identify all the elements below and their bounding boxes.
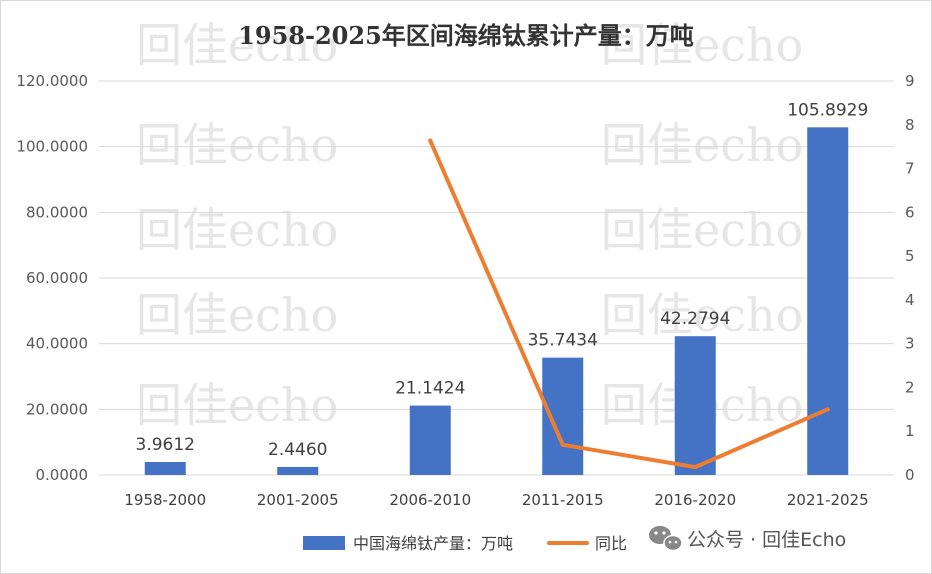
category-label: 2001-2005 [257,491,339,509]
right-axis: 0 1 2 3 4 5 6 7 8 9 [905,72,915,484]
bar [409,405,451,475]
bar-value-label: 105.8929 [787,100,868,120]
watermark-text: 回佳echo [136,288,338,342]
left-tick-label: 20.0000 [26,400,88,418]
bar-data-labels: 3.9612 2.4460 21.1424 35.7434 42.2794 105.892… [136,100,869,460]
watermark-text: 回佳echo [136,378,338,432]
right-tick-label: 9 [905,72,915,90]
watermark-text: 回佳echo [601,288,803,342]
line-point [560,442,565,447]
bar-series [144,127,849,476]
right-tick-label: 1 [905,422,915,440]
yoy-line [428,138,830,470]
left-tick-label: 100.0000 [16,138,88,156]
left-tick-label: 0.0000 [36,466,89,484]
right-tick-label: 0 [905,466,915,484]
category-label: 2006-2010 [389,491,471,509]
right-tick-label: 3 [905,335,915,353]
right-tick-label: 8 [905,116,915,134]
category-label: 2021-2025 [787,491,869,509]
brand-watermark: 公众号 · 回佳Echo [649,526,846,552]
right-tick-label: 5 [905,247,915,265]
gridlines [99,80,894,476]
bar-value-label: 3.9612 [136,435,195,455]
bar [807,127,849,476]
watermark-text: 回佳echo [601,18,803,72]
legend-swatch-bar [303,536,345,550]
watermark-text: 回佳echo [601,203,803,257]
brand-text: 公众号 · 回佳Echo [687,529,846,551]
line-point [428,138,433,143]
right-tick-label: 2 [905,378,915,396]
category-label: 2011-2015 [522,491,604,509]
x-axis: 1958-2000 2001-2005 2006-2010 2011-2015 2016… [124,491,868,509]
legend-label-line: 同比 [595,534,627,553]
left-axis: 0.0000 20.0000 40.0000 60.0000 80.0000 100.00… [16,72,88,484]
bar-value-label: 42.2794 [660,309,730,329]
line-point [693,465,698,470]
bar [144,461,186,475]
left-tick-label: 120.0000 [16,72,88,90]
left-tick-label: 60.0000 [26,269,88,287]
watermark-text: 回佳echo [601,118,803,172]
wechat-icon [649,526,683,552]
line-series [428,138,830,470]
watermark-text: 回佳echo [136,18,338,72]
line-point [825,407,830,412]
bar [674,336,716,475]
right-tick-label: 4 [905,291,915,309]
category-label: 1958-2000 [124,491,206,509]
left-tick-label: 80.0000 [26,203,88,221]
watermark-text: 回佳echo [136,118,338,172]
bar-value-label: 35.7434 [528,331,598,351]
category-label: 2016-2020 [654,491,736,509]
chart-title: 1958-2025年区间海绵钛累计产量：万吨 [238,21,694,50]
legend: 中国海绵钛产量：万吨 同比 [303,534,627,553]
bar [277,466,319,475]
watermark-text: 回佳echo [136,203,338,257]
right-tick-label: 7 [905,160,915,178]
legend-label-bar: 中国海绵钛产量：万吨 [353,534,513,553]
left-tick-label: 40.0000 [26,335,88,353]
bar-value-label: 2.4460 [268,440,327,460]
bar-value-label: 21.1424 [395,379,465,399]
right-tick-label: 6 [905,203,915,221]
